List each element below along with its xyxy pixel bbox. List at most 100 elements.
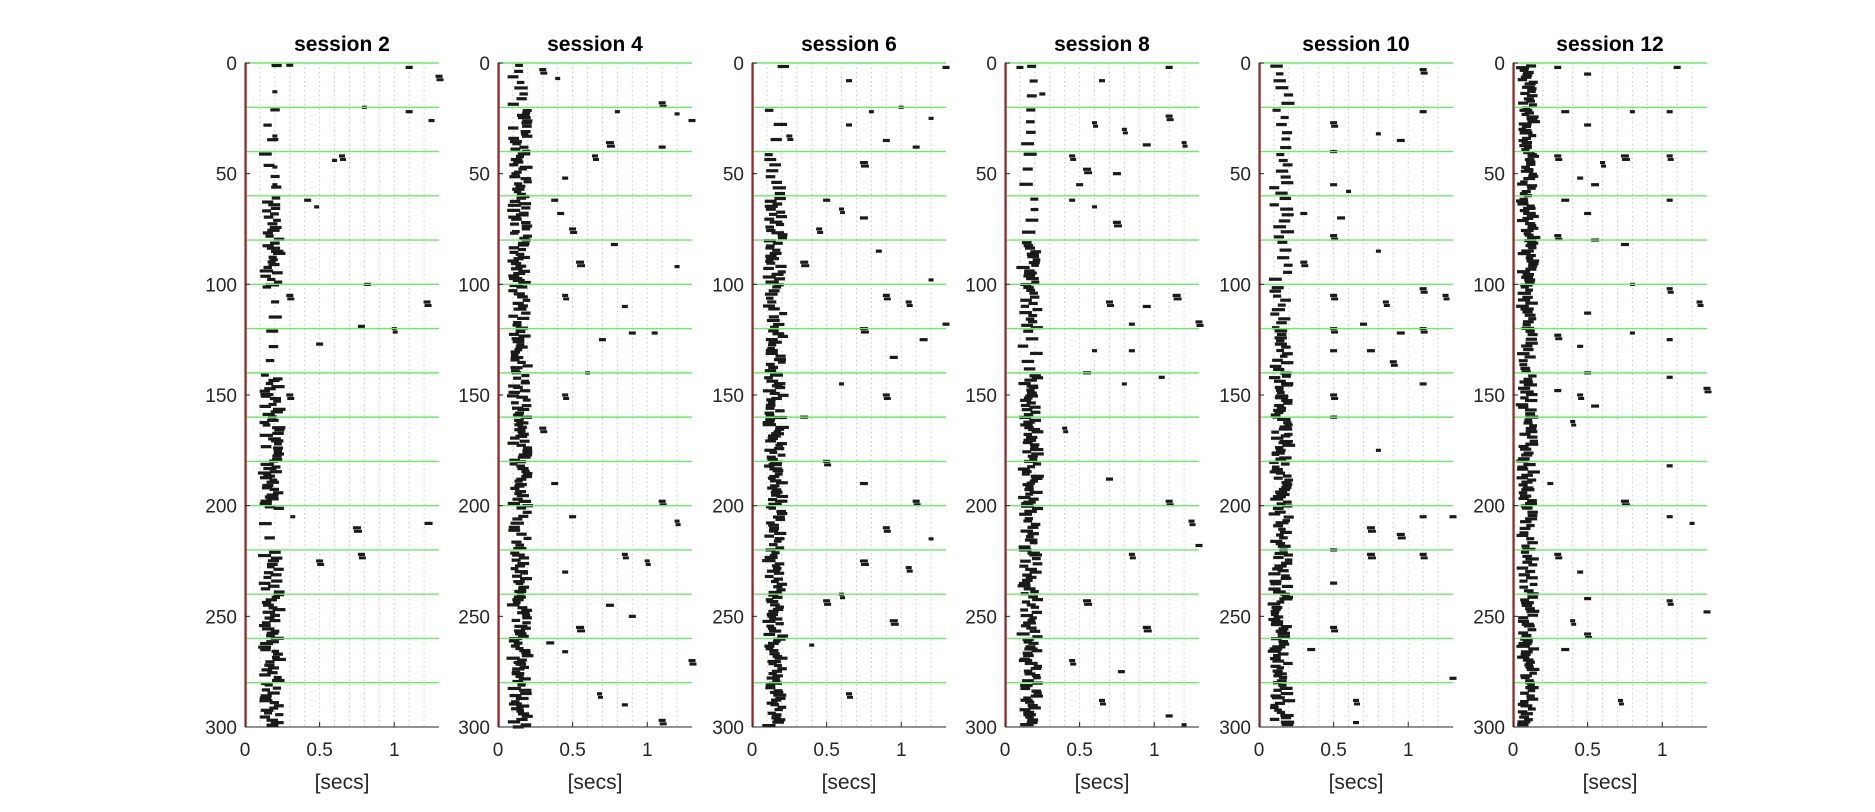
trial-mark [509, 462, 518, 466]
trial-mark [1105, 477, 1113, 481]
trial-mark [1166, 503, 1174, 507]
trial-mark [771, 564, 781, 568]
trial-mark [507, 102, 519, 106]
trial-mark [1279, 597, 1293, 601]
trial-mark [1519, 432, 1531, 436]
trial-mark [1526, 214, 1539, 219]
trial-mark [1277, 569, 1289, 573]
trial-mark [771, 669, 783, 673]
trial-mark [1023, 420, 1035, 424]
trial-mark [522, 119, 533, 123]
trial-mark [1521, 249, 1534, 253]
trial-mark [506, 603, 520, 607]
trial-mark [1273, 79, 1286, 83]
trial-mark [1023, 438, 1037, 442]
trial-mark [506, 394, 520, 398]
trial-mark [772, 469, 784, 473]
trial-mark [521, 206, 531, 210]
trial-mark [517, 683, 526, 687]
trial-mark [260, 373, 269, 377]
trial-mark [768, 329, 779, 333]
trial-mark [1023, 396, 1033, 400]
trial-mark [890, 622, 899, 626]
trial-mark [514, 86, 528, 90]
trial-mark [765, 406, 775, 410]
x-tick-label: 0 [1254, 740, 1265, 761]
trial-mark [1526, 204, 1535, 208]
trial-mark [1520, 307, 1534, 311]
x-axis-label: [secs] [1329, 771, 1384, 794]
trial-mark [555, 76, 561, 81]
trial-mark [1039, 92, 1046, 96]
trial-mark [264, 663, 275, 667]
trial-mark [1518, 457, 1530, 461]
trial-mark [772, 567, 782, 571]
trial-mark [263, 123, 272, 127]
trial-mark [259, 269, 274, 273]
y-tick-label: 250 [1219, 607, 1251, 628]
trial-mark [1016, 265, 1030, 270]
trial-mark [1278, 683, 1287, 687]
trial-mark [771, 551, 780, 555]
trial-mark [767, 614, 777, 618]
trial-mark [1024, 246, 1036, 250]
trial-mark [265, 234, 274, 238]
trial-mark [271, 649, 280, 653]
trial-mark [1673, 65, 1681, 70]
trial-mark [1518, 405, 1529, 409]
trial-mark [1420, 330, 1428, 334]
trial-mark [1520, 674, 1532, 678]
trial-mark [1276, 348, 1285, 353]
trial-mark [1522, 320, 1534, 324]
trial-mark [1165, 714, 1173, 718]
trial-mark [267, 277, 276, 282]
x-axis-label: [secs] [568, 771, 623, 794]
panel-title: session 4 [547, 33, 643, 56]
trial-mark [1281, 131, 1293, 135]
trial-mark [522, 621, 531, 625]
trial-mark [1112, 172, 1121, 176]
trial-mark [1281, 345, 1291, 349]
trial-mark [621, 304, 628, 309]
trial-mark [1524, 111, 1534, 115]
trial-mark [263, 474, 275, 478]
trial-mark [509, 283, 523, 288]
trial-mark [777, 705, 787, 709]
trial-mark [1517, 619, 1530, 623]
trial-mark [516, 421, 529, 425]
trial-mark [1270, 694, 1282, 698]
trial-mark [514, 491, 522, 496]
trial-mark [769, 690, 784, 695]
trial-mark [628, 614, 636, 618]
trial-mark [516, 343, 525, 347]
trial-mark [809, 643, 815, 647]
trial-mark [765, 296, 774, 300]
trial-mark [519, 211, 529, 215]
trial-mark [1522, 640, 1533, 644]
trial-mark [1442, 293, 1449, 297]
trial-mark [1275, 541, 1285, 546]
trial-mark [1020, 722, 1034, 727]
trial-mark [1165, 114, 1173, 118]
trial-mark [287, 397, 295, 400]
trial-mark [1518, 386, 1531, 390]
trial-mark [513, 320, 522, 325]
trial-mark [508, 702, 522, 706]
trial-mark [1023, 587, 1036, 591]
trial-mark [1521, 480, 1533, 484]
trial-mark [1555, 556, 1563, 560]
trial-mark [520, 571, 529, 575]
trial-mark [1274, 564, 1287, 568]
trial-mark [1018, 581, 1031, 586]
trial-mark [1518, 138, 1528, 143]
trial-mark [424, 521, 433, 525]
trial-mark [1280, 713, 1294, 718]
trial-mark [1283, 270, 1293, 274]
trial-mark [1019, 708, 1031, 712]
trial-mark [521, 221, 531, 225]
trial-mark [1029, 629, 1041, 633]
trial-mark [1022, 440, 1033, 445]
trial-mark [775, 499, 788, 503]
trial-mark [1420, 290, 1428, 294]
trial-mark [859, 161, 868, 165]
